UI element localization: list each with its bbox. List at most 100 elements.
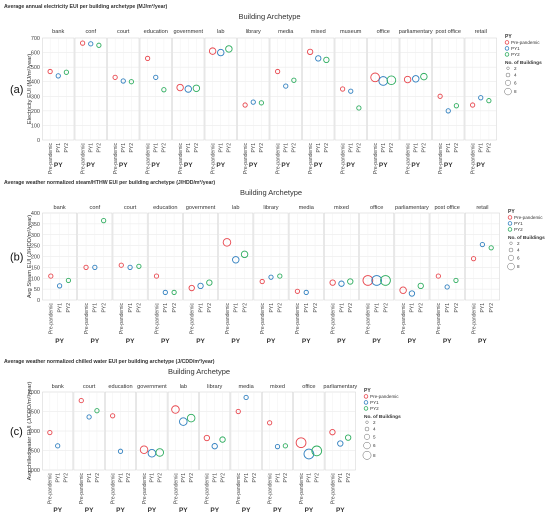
x-axis-label: PY — [411, 162, 420, 169]
facet-header: government — [173, 29, 203, 35]
y-tick-label: 0 — [37, 298, 40, 304]
x-tick-label: PY2 — [220, 473, 226, 483]
legend-entry: PY1 — [370, 400, 379, 405]
x-axis-label: PY — [337, 338, 346, 345]
x-tick-label: Pre-pandemic — [299, 473, 305, 505]
x-tick-label: PY2 — [357, 143, 363, 153]
facet-header: parliamentary — [323, 384, 357, 390]
x-axis-label: PY — [148, 507, 157, 514]
facet-header: mixed — [270, 384, 285, 390]
data-point — [259, 278, 265, 285]
x-tick-label: Pre-pandemic — [145, 143, 151, 175]
x-tick-label: Pre-pandemic — [267, 473, 273, 505]
data-point — [101, 218, 107, 224]
legend-marker — [363, 400, 369, 405]
x-axis-label: PY — [408, 338, 417, 345]
data-point — [161, 87, 167, 93]
data-point — [186, 413, 196, 423]
y-tick-label: 500 — [31, 65, 40, 71]
x-axis-label: PY — [179, 507, 188, 514]
legend-size-value: 5 — [373, 434, 376, 439]
x-tick-label: PY2 — [207, 303, 213, 313]
x-tick-label: Pre-pandemic — [84, 303, 90, 335]
x-tick-label: PY1 — [56, 143, 62, 153]
x-axis-label: PY — [314, 162, 323, 169]
x-axis-label: PY — [302, 338, 311, 345]
data-point — [222, 238, 232, 247]
chart-title: Average weather normalized chilled water… — [4, 359, 215, 365]
legend-entry: PY1 — [514, 221, 523, 226]
facet-header: media — [299, 205, 315, 211]
x-tick-label: Pre-pandemic — [366, 303, 372, 335]
y-tick-label: 0000 — [28, 468, 40, 474]
legend-marker — [504, 52, 510, 57]
data-point — [445, 108, 451, 114]
legend-size-value: 6 — [373, 443, 376, 448]
data-point — [57, 283, 63, 289]
data-point — [78, 397, 84, 404]
x-tick-label: PY2 — [489, 303, 495, 313]
facet-header: post office — [434, 205, 459, 211]
facet-title: Building Archetype — [168, 367, 230, 376]
data-point — [80, 40, 86, 46]
x-tick-label: PY1 — [349, 143, 355, 153]
data-point — [217, 48, 225, 57]
y-tick-label: 100 — [31, 123, 40, 129]
x-tick-label: Pre-pandemic — [243, 143, 249, 175]
legend-entry: PY1 — [511, 46, 520, 51]
data-point — [188, 284, 195, 292]
data-point — [88, 41, 94, 47]
facet-header: lab — [180, 384, 187, 390]
data-point — [282, 443, 288, 449]
x-tick-label: PY1 — [56, 473, 62, 483]
x-tick-label: PY2 — [252, 473, 258, 483]
facet-header: parliamentary — [399, 29, 433, 35]
x-axis-label: PY — [91, 338, 100, 345]
data-point — [444, 284, 450, 290]
x-tick-label: Pre-pandemic — [173, 473, 179, 505]
legend-title: PY — [508, 209, 515, 215]
x-tick-label: Pre-pandemic — [373, 143, 379, 175]
x-tick-label: PY1 — [163, 303, 169, 313]
x-tick-label: PY2 — [64, 143, 70, 153]
y-tick-label: 150 — [31, 265, 40, 271]
x-tick-label: PY1 — [445, 303, 451, 313]
x-tick-label: Pre-pandemic — [205, 473, 211, 505]
data-point — [435, 273, 441, 279]
legend-size-marker — [363, 441, 371, 450]
x-tick-label: Pre-pandemic — [225, 303, 231, 335]
data-point — [219, 436, 226, 443]
x-tick-label: PY1 — [269, 303, 275, 313]
x-tick-label: Pre-pandemic — [190, 303, 196, 335]
data-point — [55, 73, 61, 79]
x-tick-label: Pre-pandemic — [295, 303, 301, 335]
facet-header: lab — [217, 29, 224, 35]
x-tick-label: Pre-pandemic — [470, 143, 476, 175]
facet-header: library — [246, 29, 261, 35]
data-point — [291, 77, 297, 83]
data-point — [268, 274, 274, 280]
x-tick-label: PY2 — [292, 143, 298, 153]
data-point — [92, 264, 98, 270]
y-axis-label: Avg chilled water EUI (J/CDD/m²/year) — [27, 382, 33, 481]
facet-header: office — [377, 29, 390, 35]
data-point — [112, 74, 118, 80]
x-tick-label: Pre-pandemic — [308, 143, 314, 175]
y-tick-label: 2000 — [28, 390, 40, 396]
facet-header: retail — [476, 205, 488, 211]
x-tick-label: Pre-pandemic — [113, 143, 119, 175]
facet-header: office — [370, 205, 383, 211]
y-tick-label: 300 — [31, 94, 40, 100]
y-tick-label: 400 — [31, 211, 40, 217]
y-axis-label: Electricity EUI (MJ/m²/year) — [27, 54, 33, 125]
facet-header: government — [137, 384, 167, 390]
x-tick-label: Pre-pandemic — [48, 473, 54, 505]
data-point — [197, 282, 204, 290]
data-point — [453, 103, 459, 109]
facet-header: mixed — [311, 29, 326, 35]
data-point — [306, 48, 314, 55]
legend-marker — [507, 215, 513, 220]
x-tick-label: Pre-pandemic — [119, 303, 125, 335]
legend-title: PY — [505, 34, 512, 40]
data-point — [370, 72, 380, 83]
